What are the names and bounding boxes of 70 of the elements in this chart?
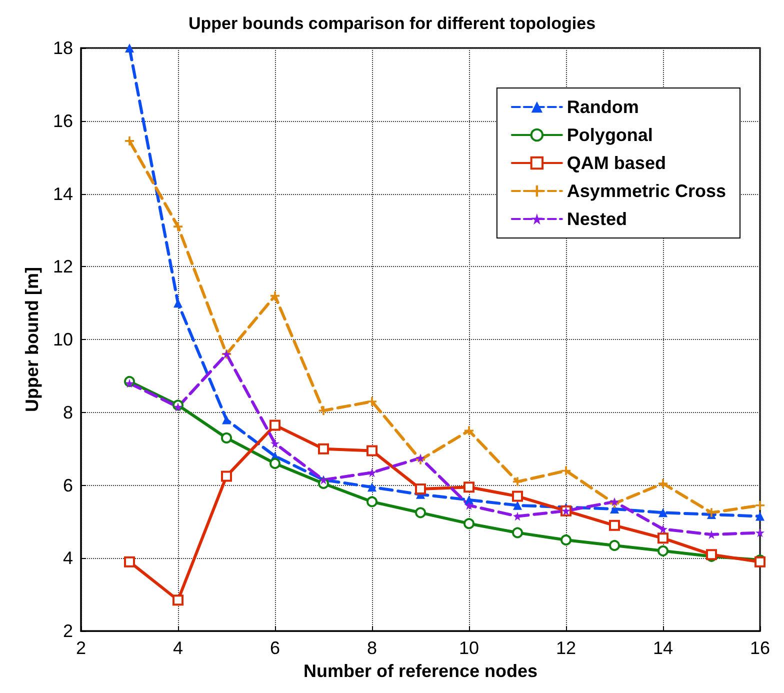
point	[318, 443, 329, 454]
point	[368, 482, 376, 492]
point	[270, 458, 280, 469]
point	[221, 470, 232, 482]
y-tick-label: 18	[52, 38, 73, 58]
legend-label: QAM based	[566, 153, 666, 173]
x-tick-label: 14	[652, 638, 674, 658]
point	[464, 495, 474, 504]
x-tick-label: 16	[750, 638, 770, 658]
point	[368, 468, 376, 478]
y-tick-label: 10	[52, 330, 73, 350]
point	[415, 483, 426, 494]
point	[560, 534, 572, 546]
point	[270, 420, 280, 431]
point	[415, 507, 426, 518]
y-axis-title: Upper bound [m]	[22, 267, 42, 412]
point	[464, 518, 474, 530]
point	[512, 527, 523, 538]
point	[464, 426, 474, 436]
point	[464, 500, 474, 510]
point	[513, 500, 522, 510]
point	[658, 479, 668, 488]
point	[658, 532, 668, 544]
point	[658, 524, 668, 534]
x-tick-label: 4	[172, 638, 184, 658]
point	[125, 378, 134, 388]
point	[756, 528, 764, 538]
y-tick-label: 4	[62, 548, 73, 568]
point	[270, 291, 280, 300]
y-tick-label: 8	[62, 402, 73, 422]
x-tick-label: 12	[556, 638, 576, 658]
x-tick-label: 6	[270, 638, 280, 658]
x-axis-title: Number of reference nodes	[303, 661, 538, 681]
y-tick-label: 16	[52, 110, 73, 131]
point	[609, 520, 620, 531]
point	[125, 136, 134, 146]
point	[270, 438, 280, 448]
point	[124, 556, 135, 568]
point	[174, 402, 182, 412]
point	[756, 500, 764, 510]
legend-label: Random	[566, 97, 639, 117]
legend-label: Nested	[566, 209, 627, 229]
point	[222, 415, 231, 424]
y-tick-label: 14	[52, 184, 73, 204]
point	[512, 490, 523, 502]
point	[368, 397, 376, 406]
point	[756, 512, 764, 521]
legend-label: Asymmetric Cross	[566, 181, 726, 201]
point	[174, 298, 182, 308]
point	[172, 594, 184, 606]
legend-label: Polygonal	[566, 125, 653, 145]
point	[174, 222, 182, 232]
point	[366, 445, 378, 456]
point	[658, 508, 668, 518]
chart-title: Upper bounds comparison for different topologies	[188, 14, 596, 33]
point	[125, 44, 134, 52]
x-tick-label: 2	[76, 638, 86, 658]
point	[221, 432, 232, 444]
y-tick-label: 6	[62, 475, 73, 496]
point	[658, 545, 668, 556]
point	[513, 477, 522, 486]
point	[319, 406, 328, 416]
y-tick-label: 12	[52, 256, 73, 277]
y-tick-label: 2	[62, 621, 73, 642]
x-tick-label: 8	[366, 638, 378, 658]
point	[609, 540, 620, 551]
point	[562, 466, 570, 476]
x-tick-label: 10	[458, 638, 480, 658]
point	[464, 482, 474, 493]
point	[366, 496, 378, 508]
